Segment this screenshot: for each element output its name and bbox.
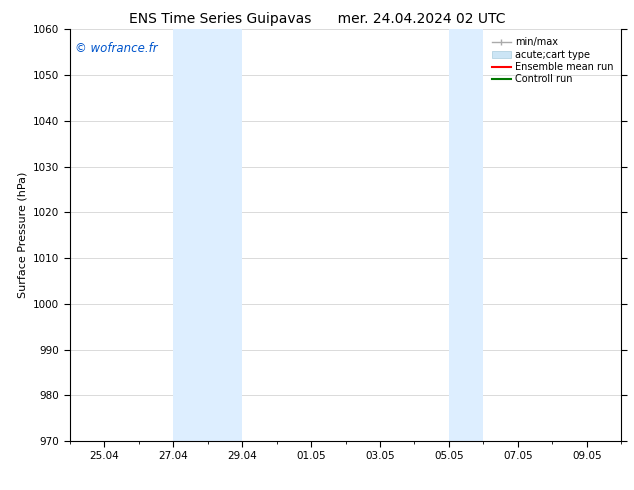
Bar: [449, 29, 483, 441]
Bar: [173, 29, 242, 441]
Text: ENS Time Series Guipavas      mer. 24.04.2024 02 UTC: ENS Time Series Guipavas mer. 24.04.2024…: [129, 12, 505, 26]
Legend: min/max, acute;cart type, Ensemble mean run, Controll run: min/max, acute;cart type, Ensemble mean …: [489, 34, 616, 87]
Text: © wofrance.fr: © wofrance.fr: [75, 42, 158, 55]
Y-axis label: Surface Pressure (hPa): Surface Pressure (hPa): [18, 172, 27, 298]
